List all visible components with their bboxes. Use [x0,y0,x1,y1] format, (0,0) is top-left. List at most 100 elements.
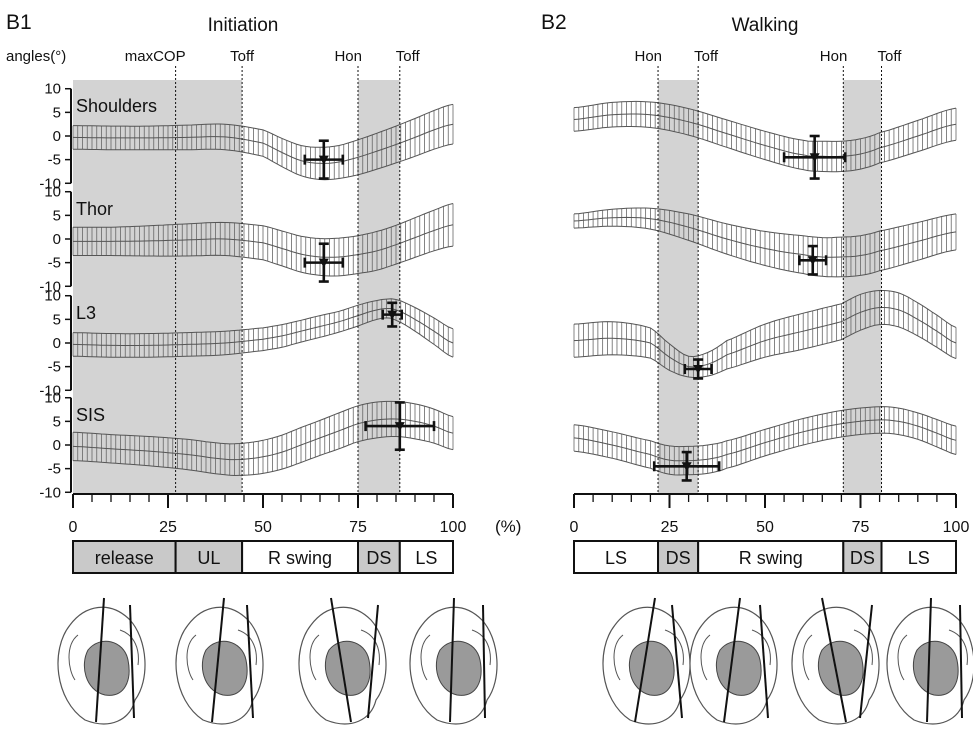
x-tick-label: 50 [254,519,272,536]
pelvis-shape [715,640,762,696]
band-b2-l3 [573,290,957,379]
y-tick-label: -5 [48,255,61,272]
event-label-hon: Hon [334,48,362,65]
y-tick-label: 5 [53,104,61,121]
shoulder-axis-line [926,597,932,723]
y-axis-label: angles(°) [6,48,66,65]
event-label-toff: Toff [878,48,903,65]
y-tick-label: 10 [44,184,61,201]
sd-upper-line [72,400,454,445]
phase-label-ds: DS [366,548,391,568]
arm-outline [751,629,771,666]
mean-point [807,256,818,266]
x-tick-label: 0 [570,519,579,536]
mean-point [681,462,692,472]
sd-upper-line [573,290,957,358]
phase-label-r-swing: R swing [268,548,332,568]
sd-upper-line [72,298,454,335]
y-tick-label: -10 [39,382,61,399]
event-label-hon: Hon [820,48,848,65]
sd-lower-line [72,317,454,358]
body-sketch [409,597,498,725]
marker-b1-thor [303,242,345,283]
sd-lower-line [573,225,957,278]
x-tick-label: 25 [159,519,177,536]
arm-outline [802,634,813,681]
event-labels: maxCOP Toff Hon Toff Hon Toff Hon Toff [125,48,902,65]
arm-outline [119,629,139,666]
y-tick-label: -5 [48,152,61,169]
segment-label-sis: SIS [76,405,105,425]
event-label-hon: Hon [635,48,663,65]
x-tick-label: 100 [440,519,467,536]
y-tick-label: -10 [39,484,61,501]
y-tick-label: -10 [39,175,61,192]
phase-label-r-swing: R swing [739,548,803,568]
arm-outline [360,629,380,666]
pelvis-shape [912,640,959,696]
phase-box-r-swing [697,540,845,574]
phase-box-ls [880,540,958,574]
phase-label-ls: LS [415,548,437,568]
band-b1-l3 [72,298,454,358]
band-b2-shoulders [573,100,957,173]
segment-label-l3: L3 [76,303,96,323]
y-tick-label: 5 [53,207,61,224]
y-tick-label: 5 [53,413,61,430]
event-label-toff: Toff [230,48,255,65]
x-axes: 0 25 50 75 100 0 25 50 75 100 [69,493,969,536]
arm-outline [471,629,491,666]
y-tick-label: 10 [44,390,61,407]
shaded-region-b1-1 [358,80,400,494]
segment-label-thor: Thor [76,199,113,219]
mean-line [573,216,957,258]
x-tick-label: 75 [852,519,870,536]
band-b2-sis [573,406,957,476]
pelvis-shape [83,640,130,696]
body-sketch [602,597,691,725]
x-tick-label: 75 [349,519,367,536]
pelvis-shape [817,640,864,696]
y-tick-label: -5 [48,359,61,376]
pelvis-axis-line [129,604,135,719]
y-tick-label: 0 [53,335,61,352]
phase-label-ds: DS [850,548,875,568]
phase-label-ds: DS [666,548,691,568]
mean-point [318,155,329,165]
shoulder-axis-line [634,597,656,723]
mean-line [573,419,957,462]
shoulder-axis-line [211,597,225,723]
arm-outline [237,629,257,666]
phase-label-ls: LS [908,548,930,568]
pelvis-axis-line [759,604,769,719]
arm-outline [700,634,711,681]
sd-lower-line [573,432,957,476]
arm-outline [68,634,79,681]
y-tick-label: -10 [39,278,61,295]
pelvis-shape [201,640,248,696]
shaded-region-b1-0 [73,80,243,494]
marker-b1-l3 [381,301,404,328]
shoulder-axis-line [723,597,741,723]
pelvis-axis-line [482,604,486,719]
arm-outline [664,629,684,666]
band-b1-sis [72,400,454,477]
pelvis-axis-line [859,604,873,719]
arm-outline [948,629,968,666]
pelvis-shape [324,640,371,696]
panel-label-b1: B1 [6,11,32,34]
sd-lower-line [72,436,454,477]
marker-b2-sis [652,450,721,482]
event-lines [175,66,883,494]
phase-label-ul: UL [197,548,220,568]
pelvis-axis-line [959,604,963,719]
x-unit-label: (%) [495,517,521,536]
band-b1-shoulders [72,103,454,181]
arm-outline [186,634,197,681]
y-tick-label: 10 [44,81,61,98]
marker-b2-shoulders [782,134,847,180]
shoulder-axis-line [449,597,455,723]
shoulder-axis-line [330,597,352,723]
shoulder-axis-line [821,597,847,723]
